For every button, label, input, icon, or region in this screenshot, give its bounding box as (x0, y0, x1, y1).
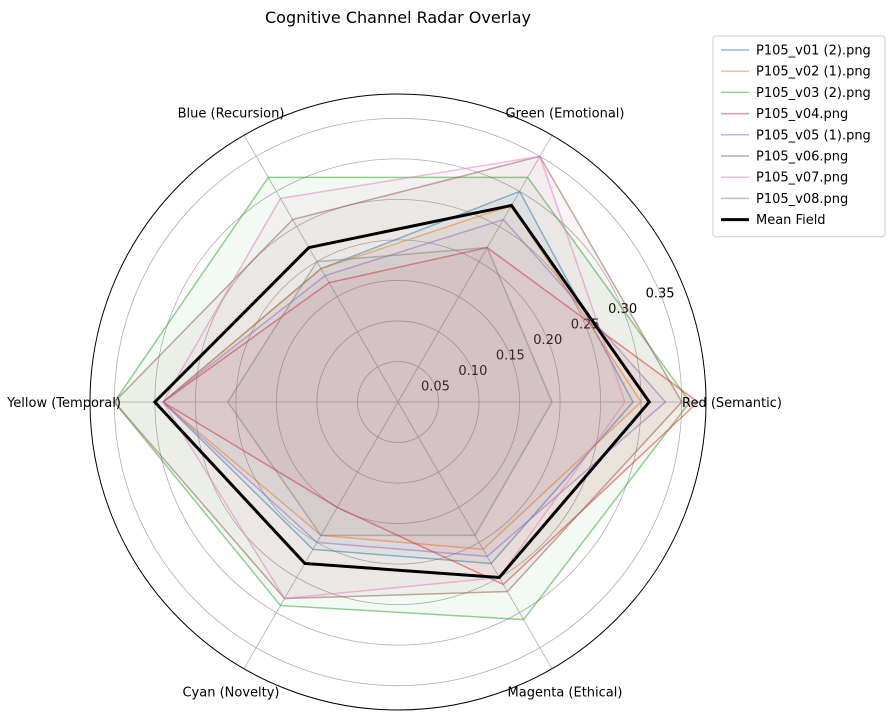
axis-labels: Red (Semantic) Green (Emotional) Blue (Rec… (6, 107, 782, 701)
grid-spoke (397, 135, 553, 403)
legend-label: P105_v05 (1).png (756, 128, 871, 143)
radial-tick-label: 0.15 (496, 348, 525, 363)
legend-label: P105_v02 (1).png (756, 65, 871, 80)
legend-label: Mean Field (756, 213, 826, 228)
plot-frame (89, 93, 707, 711)
axis-label: Green (Emotional) (506, 107, 625, 122)
axis-label: Yellow (Temporal) (6, 396, 121, 411)
axis-label: Cyan (Novelty) (182, 685, 279, 700)
legend-label: P105_v01 (2).png (756, 44, 871, 59)
legend: P105_v01 (2).png P105_v02 (1).png P105_v03… (712, 35, 886, 238)
legend-label: P105_v06.png (756, 150, 848, 165)
radial-tick-label: 0.10 (458, 364, 487, 379)
legend-label: P105_v08.png (756, 192, 848, 207)
axis-label: Red (Semantic) (682, 396, 782, 411)
chart-title: Cognitive Channel Radar Overlay (265, 8, 531, 27)
series-layer (113, 155, 700, 621)
radial-tick-label: 0.05 (421, 379, 450, 394)
legend-label: P105_v04.png (756, 107, 848, 122)
legend-label: P105_v03 (2).png (756, 86, 871, 101)
radial-tick-label: 0.35 (646, 286, 675, 301)
radial-tick-label: 0.20 (533, 333, 562, 348)
series-polygon (226, 246, 553, 537)
mean-field-polygon (152, 203, 652, 580)
legend-label: P105_v07.png (756, 171, 848, 186)
axis-label: Blue (Recursion) (178, 107, 285, 122)
axis-label: Magenta (Ethical) (508, 685, 623, 700)
legend-box (712, 35, 886, 238)
